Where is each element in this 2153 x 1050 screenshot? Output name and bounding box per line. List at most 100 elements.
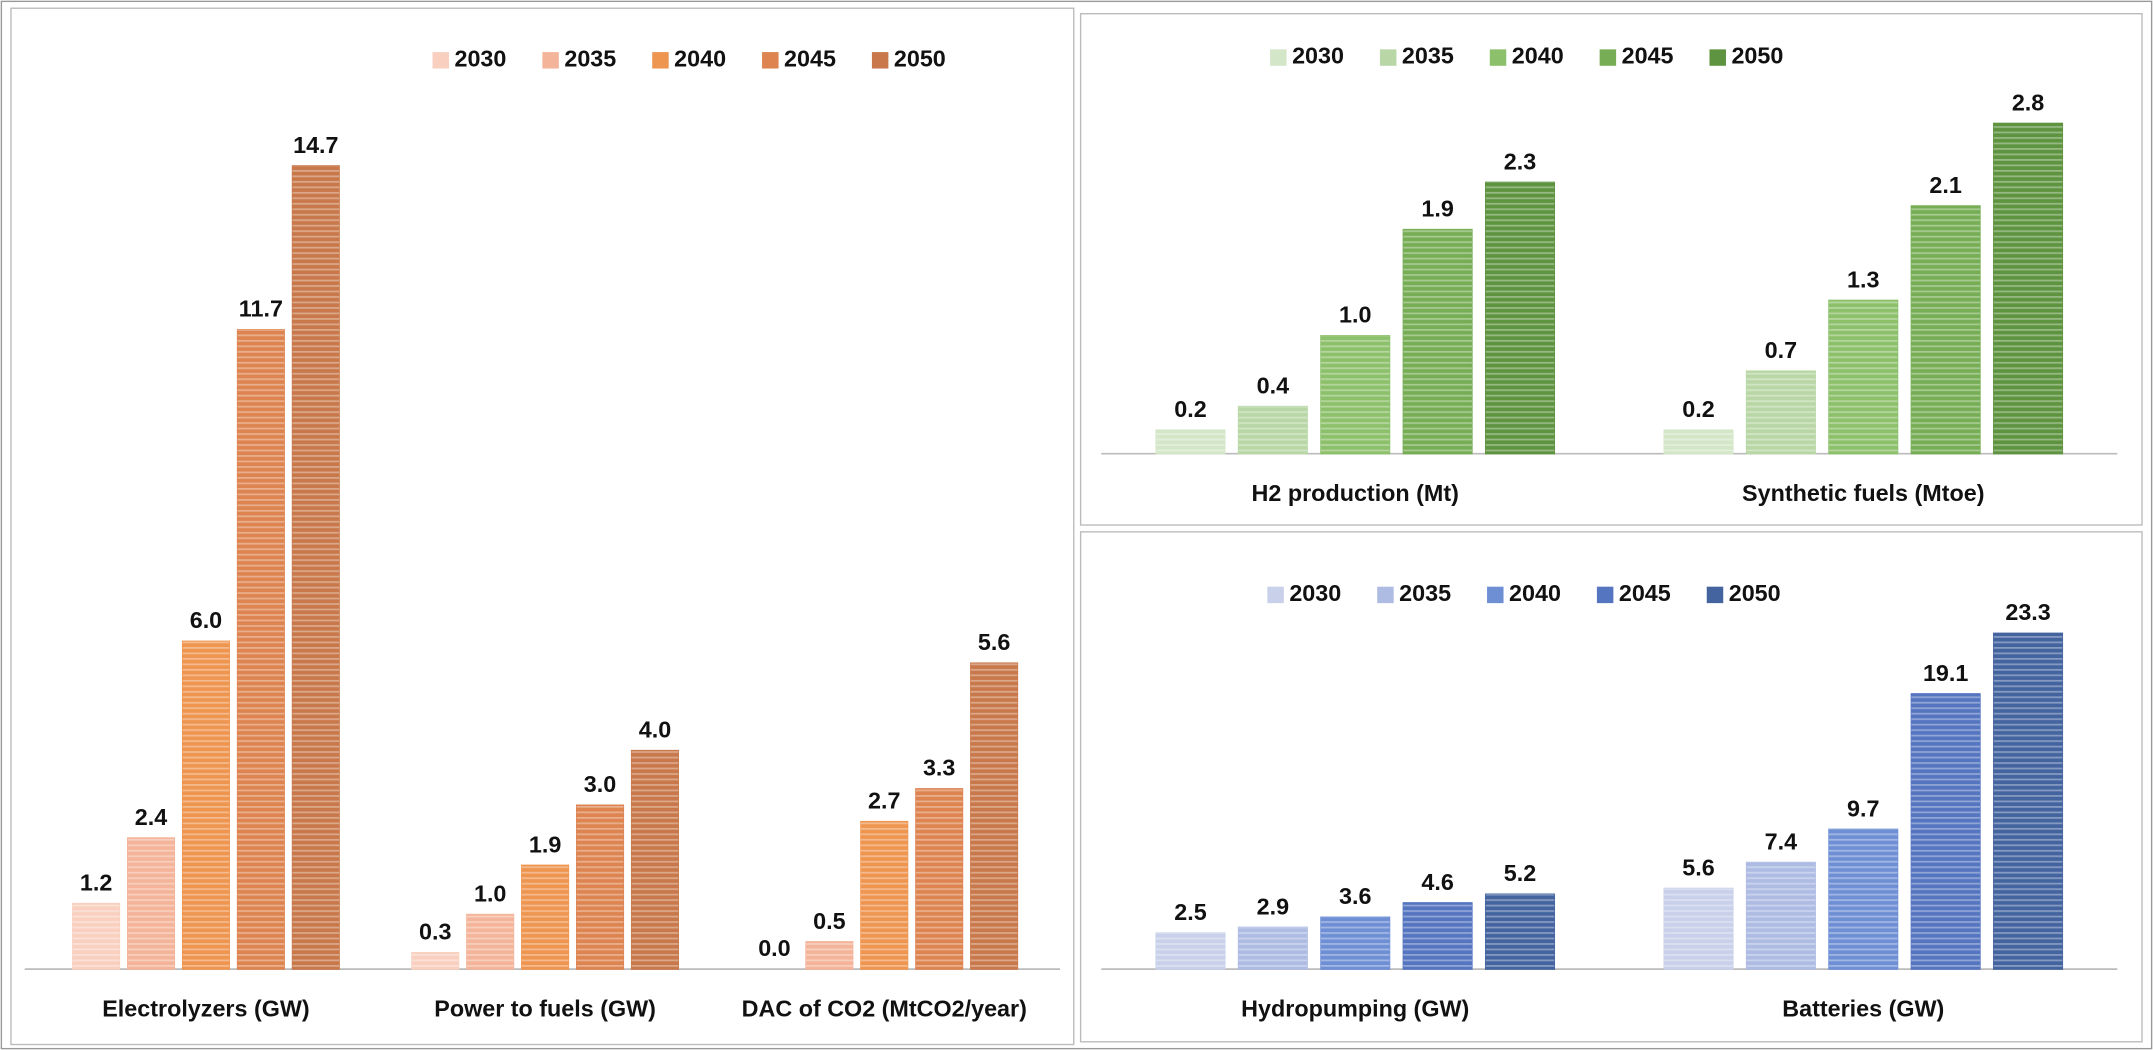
legend-label: 2030 <box>1292 43 1344 69</box>
data-label: 2.3 <box>1504 148 1536 174</box>
data-label: 2.1 <box>1929 172 1961 198</box>
category-label: Hydropumping (GW) <box>1241 995 1469 1021</box>
bar-texture <box>970 663 1018 970</box>
legend-swatch <box>871 52 889 69</box>
legend-swatch <box>1487 586 1504 604</box>
category-label: Synthetic fuels (Mtoe) <box>1742 480 1984 506</box>
bar-texture <box>1485 894 1555 970</box>
bar-texture <box>1156 430 1225 454</box>
legend-label: 2045 <box>1619 580 1671 606</box>
data-label: 3.0 <box>584 771 616 797</box>
bar-texture <box>182 641 230 970</box>
legend-label: 2030 <box>1289 580 1341 606</box>
legend-swatch <box>1267 586 1284 604</box>
data-label: 14.7 <box>293 132 338 158</box>
data-label: 2.8 <box>2012 89 2044 115</box>
legend-label: 2040 <box>1509 580 1561 606</box>
data-label: 1.0 <box>1339 302 1371 328</box>
category-label: DAC of CO2 (MtCO2/year) <box>742 995 1027 1021</box>
bar-texture <box>806 941 853 970</box>
bar-texture <box>1403 229 1472 454</box>
legend-label: 2045 <box>1622 43 1674 69</box>
bar-texture <box>1664 430 1733 454</box>
bar-texture <box>1320 335 1390 454</box>
legend-label: 2040 <box>674 45 726 71</box>
data-label: 2.4 <box>135 804 167 830</box>
bar-texture <box>1664 888 1733 970</box>
data-label: 2.7 <box>868 788 900 814</box>
data-label: 4.6 <box>1421 869 1453 895</box>
data-label: 7.4 <box>1765 828 1797 854</box>
data-label: 1.9 <box>1421 196 1453 222</box>
data-label: 0.3 <box>419 919 451 945</box>
data-label: 2.5 <box>1174 899 1206 925</box>
data-label: 5.2 <box>1504 860 1536 886</box>
data-label: 0.4 <box>1257 373 1289 399</box>
bar-texture <box>1993 633 2063 970</box>
data-label: 0.7 <box>1765 337 1797 363</box>
category-label: Power to fuels (GW) <box>434 995 656 1021</box>
bar-texture <box>1828 300 1898 454</box>
data-label: 11.7 <box>239 296 283 322</box>
bar-texture <box>466 914 514 970</box>
data-label: 4.0 <box>639 717 671 743</box>
legend-label: 2035 <box>1402 43 1454 69</box>
data-label: 0.0 <box>758 935 790 961</box>
bar-texture <box>237 329 285 970</box>
data-label: 6.0 <box>190 607 222 633</box>
data-label: 1.2 <box>80 870 112 896</box>
legend-swatch <box>1489 49 1507 66</box>
legend-swatch <box>1599 49 1617 66</box>
bar-texture <box>1911 693 1980 970</box>
legend-swatch <box>432 52 449 69</box>
bar-texture <box>1320 917 1390 970</box>
legend-label: 2050 <box>894 45 946 71</box>
data-label: 1.9 <box>529 831 561 857</box>
bar-texture <box>576 805 624 970</box>
legend-swatch <box>652 52 669 69</box>
bar-texture <box>1828 829 1898 970</box>
bar-texture <box>411 952 459 970</box>
legend-label: 2050 <box>1729 580 1781 606</box>
legend-label: 2045 <box>784 45 836 71</box>
bar-texture <box>860 821 908 970</box>
bar-texture <box>1238 927 1308 970</box>
category-label: H2 production (Mt) <box>1252 480 1459 506</box>
data-label: 9.7 <box>1847 795 1879 821</box>
data-label: 0.2 <box>1174 396 1206 422</box>
legend-swatch <box>1270 49 1287 66</box>
legend-label: 2035 <box>564 45 616 71</box>
bar-texture <box>72 903 120 970</box>
bar-texture <box>292 165 340 970</box>
bar-texture <box>1911 205 1980 454</box>
data-label: 19.1 <box>1923 660 1968 686</box>
data-label: 5.6 <box>978 629 1010 655</box>
legend-label: 2035 <box>1399 580 1451 606</box>
bar-texture <box>631 750 679 970</box>
legend-swatch <box>1377 586 1394 604</box>
data-label: 23.3 <box>2005 599 2050 625</box>
legend-label: 2050 <box>1731 43 1783 69</box>
data-label: 2.9 <box>1257 893 1289 919</box>
legend-label: 2040 <box>1512 43 1564 69</box>
bar-texture <box>1485 182 1555 454</box>
data-label: 1.0 <box>474 880 506 906</box>
bar-texture <box>127 837 175 970</box>
data-label: 0.5 <box>813 908 845 934</box>
data-label: 3.3 <box>923 755 955 781</box>
bar-texture <box>1403 902 1472 970</box>
data-label: 1.3 <box>1847 266 1879 292</box>
legend-swatch <box>1379 49 1397 66</box>
bar-texture <box>1156 933 1225 970</box>
bar-texture <box>521 865 569 970</box>
data-label: 0.2 <box>1682 396 1714 422</box>
legend-label: 2030 <box>454 45 506 71</box>
bar-texture <box>915 788 963 970</box>
data-label: 5.6 <box>1682 854 1714 880</box>
category-label: Batteries (GW) <box>1782 995 1944 1021</box>
bar-texture <box>1238 406 1308 454</box>
legend-swatch <box>542 52 559 69</box>
category-label: Electrolyzers (GW) <box>102 995 309 1021</box>
legend-swatch <box>1596 586 1614 604</box>
